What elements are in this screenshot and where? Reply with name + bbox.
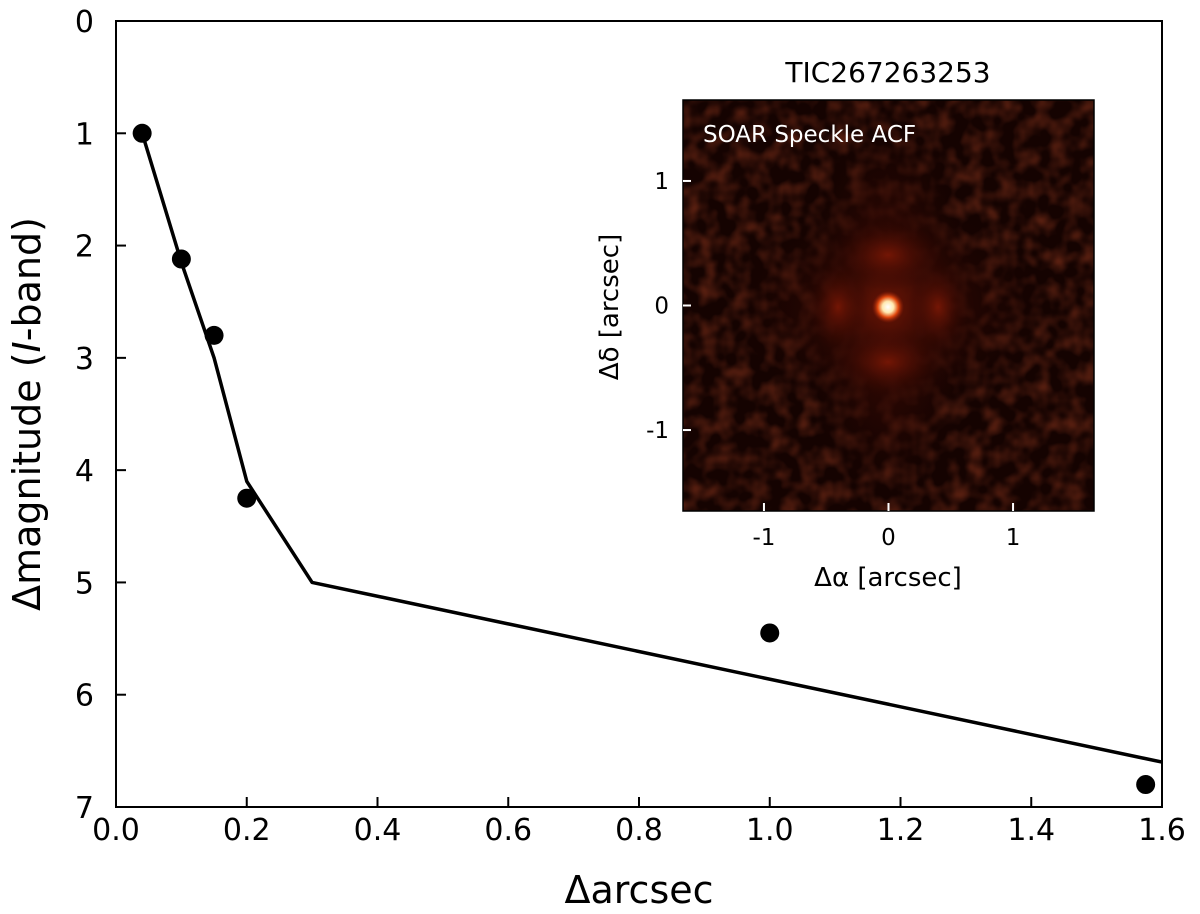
y-axis-title: Δmagnitude (I-band) bbox=[5, 217, 49, 611]
main-plot-area: 0.0 0.2 0.4 0.6 0.8 1.0 1.2 1.4 1.6 0 1 2 3 4 5 6 7 Δar… bbox=[5, 5, 1186, 912]
contrast-curve-line bbox=[140, 132, 1163, 764]
data-point bbox=[1136, 775, 1156, 795]
data-point bbox=[132, 123, 152, 143]
y-tick-label: 0 bbox=[75, 5, 94, 40]
y-axis-title-prefix: Δmagnitude ( bbox=[5, 352, 49, 610]
inset-y-axis-title: Δδ [arcsec] bbox=[595, 234, 625, 380]
y-axis: 0 1 2 3 4 5 6 7 bbox=[75, 5, 126, 826]
y-tick-label: 5 bbox=[75, 566, 94, 601]
data-point bbox=[760, 623, 780, 643]
inset-y-tick-label: 1 bbox=[654, 169, 669, 195]
inset-x-tick-label: 1 bbox=[1006, 525, 1021, 551]
inset-y-tick-label: -1 bbox=[646, 418, 669, 444]
acf-lobe-upper bbox=[833, 220, 943, 290]
inset-acf-panel: TIC267263253 SOAR Speckle ACF -1 0 1 10-1 … bbox=[595, 56, 1095, 593]
x-tick-label: 0.6 bbox=[484, 813, 532, 848]
x-axis-title: Δarcsec bbox=[564, 868, 713, 912]
data-point bbox=[237, 488, 257, 508]
inset-y-tick-label: 0 bbox=[654, 294, 669, 320]
inset-title: TIC267263253 bbox=[784, 56, 990, 89]
y-tick-label: 6 bbox=[75, 679, 94, 714]
y-tick-label: 3 bbox=[75, 342, 94, 377]
inset-y-axis: 1 0 -1 bbox=[646, 169, 691, 444]
acf-image bbox=[683, 100, 1094, 511]
acf-lobe-left bbox=[808, 262, 868, 352]
inset-x-tick-label: 0 bbox=[881, 525, 896, 551]
y-tick-label: 4 bbox=[75, 454, 94, 489]
acf-lobe-lower bbox=[833, 327, 943, 397]
x-tick-label: 1.6 bbox=[1138, 813, 1186, 848]
acf-lobe-right bbox=[908, 262, 968, 352]
measured-points bbox=[132, 123, 1156, 795]
y-axis-title-italic: I bbox=[5, 341, 49, 352]
x-axis: 0.0 0.2 0.4 0.6 0.8 1.0 1.2 1.4 1.6 bbox=[92, 797, 1186, 848]
x-tick-label: 1.0 bbox=[746, 813, 794, 848]
x-tick-label: 1.2 bbox=[877, 813, 925, 848]
x-tick-label: 0.2 bbox=[223, 813, 271, 848]
x-tick-label: 1.4 bbox=[1007, 813, 1055, 848]
data-point bbox=[171, 249, 191, 269]
inset-x-axis-title: Δα [arcsec] bbox=[814, 563, 962, 593]
y-axis-title-suffix: -band) bbox=[5, 217, 49, 341]
inset-x-axis: -1 0 1 bbox=[752, 503, 1020, 551]
y-tick-label: 1 bbox=[75, 117, 94, 152]
inset-annotation: SOAR Speckle ACF bbox=[703, 122, 916, 148]
x-tick-label: 0.4 bbox=[354, 813, 402, 848]
inset-x-tick-label: -1 bbox=[752, 525, 775, 551]
acf-peak bbox=[872, 291, 904, 323]
x-tick-label: 0.8 bbox=[615, 813, 663, 848]
y-tick-label: 2 bbox=[75, 230, 94, 265]
data-point bbox=[204, 325, 224, 345]
x-tick-label: 0.0 bbox=[92, 813, 140, 848]
y-tick-label: 7 bbox=[75, 791, 94, 826]
